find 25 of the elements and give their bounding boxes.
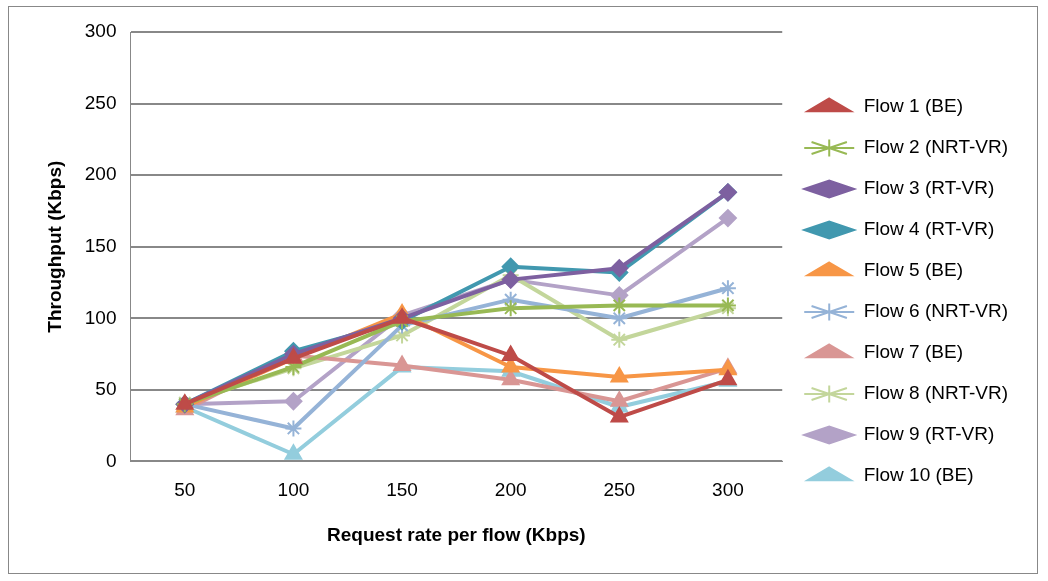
x-tick-label: 150	[386, 479, 418, 501]
y-tick-label: 250	[84, 91, 117, 113]
legend-label: Flow 8 (NRT-VR)	[863, 382, 1009, 404]
x-tick-label: 100	[277, 479, 310, 501]
y-tick-label: 300	[84, 20, 117, 42]
legend-label: Flow 1 (BE)	[863, 95, 963, 117]
x-axis-title: Request rate per flow (Kbps)	[327, 523, 586, 545]
legend-label: Flow 5 (BE)	[863, 259, 963, 281]
legend-label: Flow 6 (NRT-VR)	[863, 300, 1009, 322]
y-tick-label: 100	[84, 306, 117, 328]
x-tick-label: 300	[712, 479, 744, 501]
legend-label: Flow 3 (RT-VR)	[863, 177, 995, 199]
y-tick-label: 50	[95, 378, 117, 400]
legend-label: Flow 2 (NRT-VR)	[863, 136, 1009, 158]
y-axis-title: Throughput (Kbps)	[43, 160, 65, 333]
legend-label: Flow 9 (RT-VR)	[863, 423, 995, 445]
legend-label: Flow 7 (BE)	[863, 341, 963, 363]
y-tick-label: 0	[105, 449, 117, 471]
legend-label: Flow 10 (BE)	[863, 464, 974, 486]
legend-label: Flow 4 (RT-VR)	[863, 218, 995, 240]
y-tick-label: 200	[84, 163, 117, 185]
y-tick-label: 150	[84, 234, 117, 256]
x-tick-label: 50	[174, 479, 196, 501]
x-tick-label: 250	[603, 479, 636, 501]
x-tick-label: 200	[494, 479, 527, 501]
